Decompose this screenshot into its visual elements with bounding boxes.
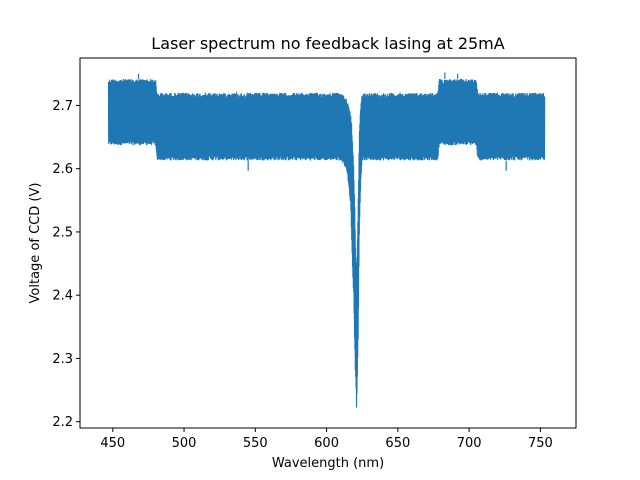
series-line [107, 72, 546, 408]
x-tick-label: 550 [243, 436, 268, 451]
y-tick-label: 2.4 [52, 289, 73, 304]
y-axis-ticks: 2.2 2.3 2.4 2.5 2.6 2.7 [52, 99, 80, 430]
y-tick-label: 2.2 [52, 415, 73, 430]
y-tick-label: 2.6 [52, 162, 73, 177]
x-tick-label: 650 [385, 436, 410, 451]
x-axis-label: Wavelength (nm) [272, 456, 384, 471]
x-tick-label: 500 [172, 436, 197, 451]
axes-frame [79, 57, 577, 429]
x-tick-label: 450 [100, 436, 125, 451]
y-tick-label: 2.7 [52, 99, 73, 114]
chart-title: Laser spectrum no feedback lasing at 25m… [151, 34, 504, 53]
y-tick-label: 2.5 [52, 225, 73, 240]
x-tick-label: 600 [314, 436, 339, 451]
x-axis-ticks: 450 500 550 600 650 700 750 [100, 428, 553, 451]
y-axis-label: Voltage of CCD (V) [28, 183, 43, 304]
x-tick-label: 700 [457, 436, 482, 451]
plot-area [107, 72, 546, 408]
x-tick-label: 750 [528, 436, 553, 451]
y-tick-label: 2.3 [52, 352, 73, 367]
